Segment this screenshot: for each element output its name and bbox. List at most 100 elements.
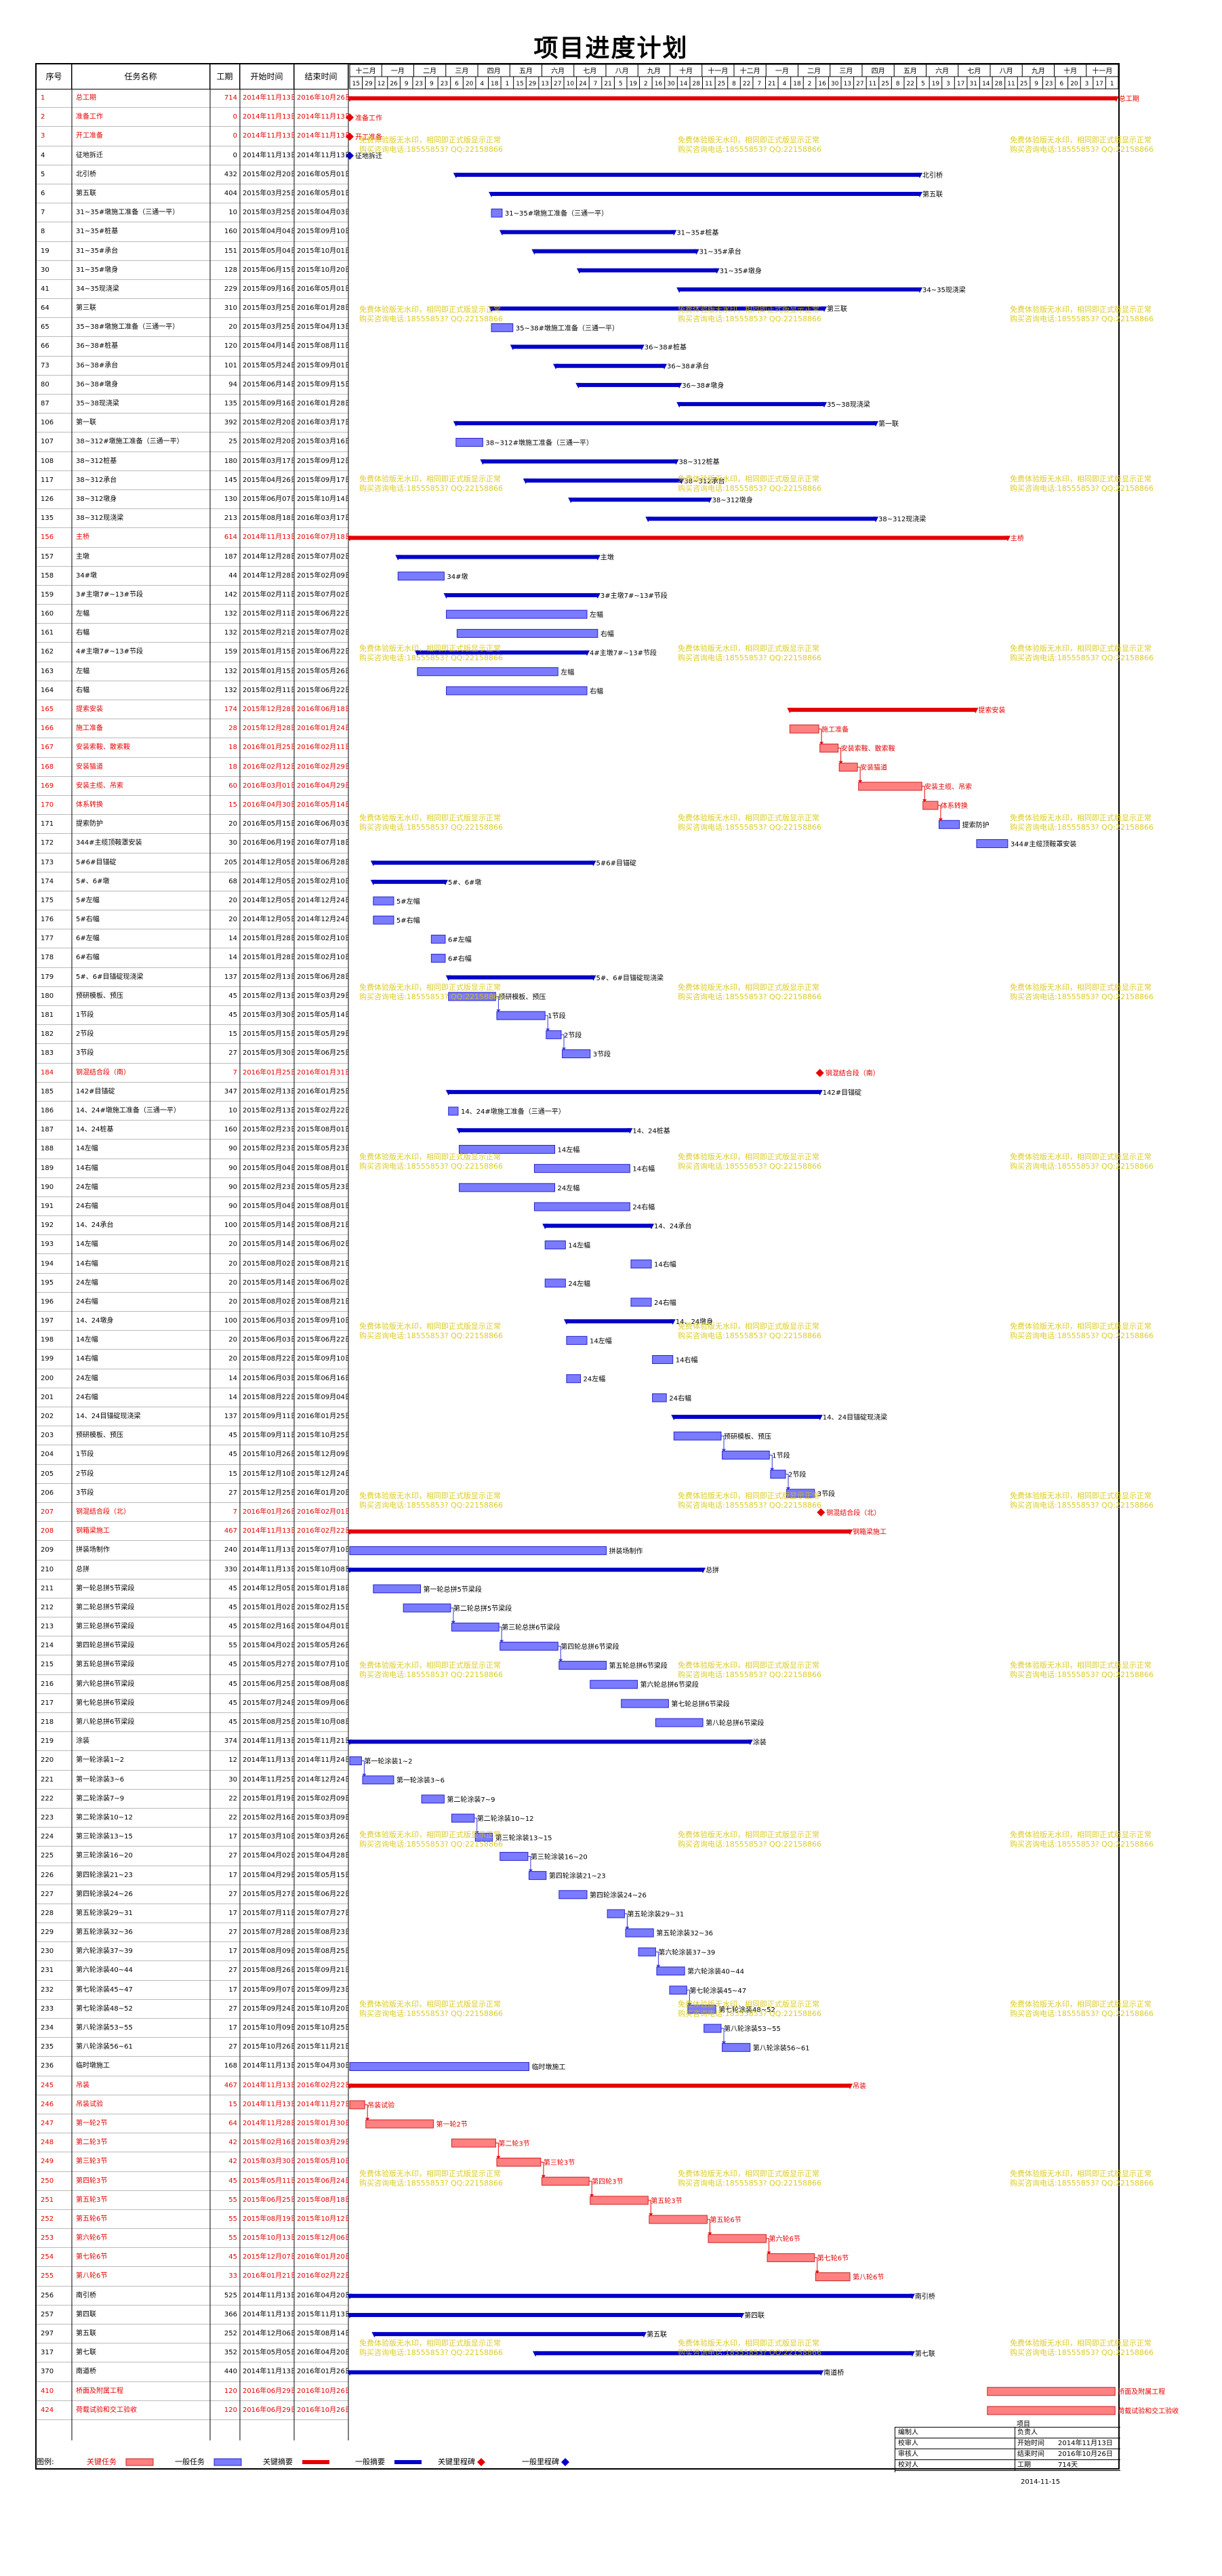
table-row[interactable]: 198 14左幅 20 2015年06月03日 2015年06月22日 [37, 1331, 348, 1350]
table-row[interactable]: 6 第五联 404 2015年03月25日 2016年05月01日 [37, 184, 348, 204]
table-row[interactable]: 223 第二轮涂装10~12 22 2015年02月16日 2015年03月09日 [37, 1809, 348, 1828]
table-row[interactable]: 224 第三轮涂装13~15 17 2015年03月10日 2015年03月26日 [37, 1828, 348, 1847]
table-row[interactable]: 217 第七轮总拼6节梁段 45 2015年07月24日 2015年09月06日 [37, 1694, 348, 1714]
table-row[interactable]: 226 第四轮涂装21~23 17 2015年04月29日 2015年05月15日 [37, 1866, 348, 1885]
table-row[interactable]: 208 钢箱梁施工 467 2014年11月13日 2016年02月22日 [37, 1522, 348, 1542]
table-row[interactable]: 211 第一轮总拼5节梁段 45 2014年12月05日 2015年01月18日 [37, 1579, 348, 1598]
table-row[interactable]: 424 荷载试验和交工验收 120 2016年06月29日 2016年10月26日 [37, 2401, 348, 2420]
table-row[interactable]: 196 24右幅 20 2015年08月02日 2015年08月21日 [37, 1293, 348, 1312]
table-row[interactable]: 179 5#、6#目锚碇现浇梁 137 2015年02月13日 2015年06月28日 [37, 968, 348, 987]
table-row[interactable]: 184 钢混结合段（南） 7 2016年01月25日 2016年01月31日 [37, 1064, 348, 1083]
table-row[interactable]: 173 5#6#目锚碇 205 2014年12月05日 2015年06月28日 [37, 853, 348, 872]
table-row[interactable]: 257 第四联 366 2014年11月13日 2015年11月13日 [37, 2306, 348, 2325]
table-row[interactable]: 1 总工期 714 2014年11月13日 2016年10月26日 [37, 89, 348, 108]
table-row[interactable]: 161 右幅 132 2015年02月21日 2015年07月02日 [37, 624, 348, 643]
table-row[interactable]: 168 安装猫道 18 2016年02月12日 2016年02月29日 [37, 758, 348, 777]
table-row[interactable]: 254 第七轮6节 45 2015年12月07日 2016年01月20日 [37, 2248, 348, 2268]
table-row[interactable]: 166 施工准备 28 2015年12月28日 2016年01月24日 [37, 719, 348, 739]
table-row[interactable]: 73 36~38#承台 101 2015年05月24日 2015年09月01日 [37, 357, 348, 376]
table-row[interactable]: 199 14右幅 20 2015年08月22日 2015年09月10日 [37, 1350, 348, 1369]
table-row[interactable]: 183 3节段 27 2015年05月30日 2015年06月25日 [37, 1044, 348, 1064]
table-row[interactable]: 135 38~312现浇梁 213 2015年08月18日 2016年03月17日 [37, 509, 348, 529]
table-row[interactable]: 4 征地拆迁 0 2014年11月13日 2014年11月13日 [37, 146, 348, 165]
table-row[interactable]: 256 南引桥 525 2014年11月13日 2016年04月20日 [37, 2287, 348, 2306]
table-row[interactable]: 188 14左幅 90 2015年02月23日 2015年05月23日 [37, 1140, 348, 1159]
table-row[interactable]: 185 142#目锚碇 347 2015年02月13日 2016年01月25日 [37, 1083, 348, 1102]
table-row[interactable]: 248 第二轮3节 42 2015年02月16日 2015年03月29日 [37, 2133, 348, 2153]
table-row[interactable]: 370 南道桥 440 2014年11月13日 2016年01月26日 [37, 2362, 348, 2382]
table-row[interactable]: 167 安装索鞍、散索鞍 18 2016年01月25日 2016年02月11日 [37, 738, 348, 758]
table-row[interactable]: 212 第二轮总拼5节梁段 45 2015年01月02日 2015年02月15日 [37, 1598, 348, 1618]
table-row[interactable]: 219 涂装 374 2014年11月13日 2015年11月21日 [37, 1732, 348, 1752]
table-row[interactable]: 202 14、24目锚碇现浇梁 137 2015年09月11日 2016年01月25日 [37, 1407, 348, 1427]
table-row[interactable]: 2 准备工作 0 2014年11月13日 2014年11月13日 [37, 108, 348, 127]
table-row[interactable]: 225 第三轮涂装16~20 27 2015年04月02日 2015年04月28日 [37, 1847, 348, 1866]
table-row[interactable]: 187 14、24桩基 160 2015年02月23日 2015年08月01日 [37, 1121, 348, 1140]
table-row[interactable]: 108 38~312桩基 180 2015年03月17日 2015年09月12日 [37, 452, 348, 471]
table-row[interactable]: 169 安装主缆、吊索 60 2016年03月01日 2016年04月29日 [37, 777, 348, 796]
table-row[interactable]: 218 第八轮总拼6节梁段 45 2015年08月25日 2015年10月08日 [37, 1713, 348, 1733]
col-header-start[interactable]: 开始时间 [240, 64, 294, 89]
table-row[interactable]: 317 第七联 352 2015年05月05日 2016年04月20日 [37, 2343, 348, 2363]
table-row[interactable]: 180 预研模板、预压 45 2015年02月13日 2015年03月29日 [37, 987, 348, 1007]
table-row[interactable]: 106 第一联 392 2015年02月20日 2016年03月17日 [37, 414, 348, 433]
table-row[interactable]: 186 14、24#墩施工准备（三通一平） 10 2015年02月13日 2015年02… [37, 1102, 348, 1121]
table-row[interactable]: 215 第五轮总拼6节梁段 45 2015年05月27日 2015年07月10日 [37, 1655, 348, 1675]
table-row[interactable]: 410 桥面及附属工程 120 2016年06月29日 2016年10月26日 [37, 2382, 348, 2401]
table-row[interactable]: 41 34~35现浇梁 229 2015年09月16日 2016年05月01日 [37, 280, 348, 300]
table-row[interactable]: 172 344#主缆顶鞍罩安装 30 2016年06月19日 2016年07月18日 [37, 834, 348, 853]
table-row[interactable]: 7 31~35#墩施工准备（三通一平） 10 2015年03月25日 2015年04月0… [37, 203, 348, 223]
table-row[interactable]: 80 36~38#墩身 94 2015年06月14日 2015年09月15日 [37, 376, 348, 395]
table-row[interactable]: 246 吊装试验 15 2014年11月13日 2014年11月27日 [37, 2095, 348, 2114]
table-row[interactable]: 5 北引桥 432 2015年02月20日 2016年05月01日 [37, 165, 348, 184]
table-row[interactable]: 210 总拼 330 2014年11月13日 2015年10月08日 [37, 1561, 348, 1579]
table-row[interactable]: 203 预研模板、预压 45 2015年09月11日 2015年10月25日 [37, 1426, 348, 1446]
table-row[interactable]: 216 第六轮总拼6节梁段 45 2015年06月25日 2015年08月08日 [37, 1675, 348, 1694]
table-row[interactable]: 213 第三轮总拼6节梁段 45 2015年02月16日 2015年04月01日 [37, 1617, 348, 1637]
table-row[interactable]: 194 14右幅 20 2015年08月02日 2015年08月21日 [37, 1255, 348, 1274]
table-row[interactable]: 253 第六轮6节 55 2015年10月13日 2015年12月06日 [37, 2229, 348, 2249]
table-row[interactable]: 195 24左幅 20 2015年05月14日 2015年06月02日 [37, 1274, 348, 1293]
table-row[interactable]: 251 第五轮3节 55 2015年06月25日 2015年08月18日 [37, 2191, 348, 2210]
table-row[interactable]: 190 24左幅 90 2015年02月23日 2015年05月23日 [37, 1178, 348, 1197]
table-row[interactable]: 230 第六轮涂装37~39 17 2015年08月09日 2015年08月25日 [37, 1942, 348, 1962]
table-row[interactable]: 207 钢混结合段（北） 7 2016年01月26日 2016年02月01日 [37, 1503, 348, 1523]
table-row[interactable]: 249 第三轮3节 42 2015年03月30日 2015年05月10日 [37, 2152, 348, 2172]
table-row[interactable]: 158 34#墩 44 2014年12月28日 2015年02月09日 [37, 567, 348, 586]
table-row[interactable]: 117 38~312承台 145 2015年04月26日 2015年09月17日 [37, 471, 348, 490]
col-header-duration[interactable]: 工期 [210, 64, 240, 89]
table-row[interactable]: 206 3节段 27 2015年12月25日 2016年01月20日 [37, 1484, 348, 1503]
table-row[interactable]: 214 第四轮总拼6节梁段 55 2015年04月02日 2015年05月26日 [37, 1636, 348, 1656]
table-row[interactable]: 193 14左幅 20 2015年05月14日 2015年06月02日 [37, 1235, 348, 1255]
table-row[interactable]: 3 开工准备 0 2014年11月13日 2014年11月13日 [37, 127, 348, 146]
table-row[interactable]: 19 31~35#承台 151 2015年05月04日 2015年10月01日 [37, 242, 348, 261]
table-row[interactable]: 252 第五轮6节 55 2015年08月19日 2015年10月12日 [37, 2210, 348, 2230]
table-row[interactable]: 231 第六轮涂装40~44 27 2015年08月26日 2015年09月21日 [37, 1961, 348, 1981]
table-row[interactable]: 201 24右幅 14 2015年08月22日 2015年09月04日 [37, 1388, 348, 1407]
table-row[interactable]: 191 24右幅 90 2015年05月04日 2015年08月01日 [37, 1197, 348, 1217]
table-row[interactable]: 171 提索防护 20 2016年05月15日 2016年06月03日 [37, 815, 348, 834]
table-row[interactable]: 205 2节段 15 2015年12月10日 2015年12月24日 [37, 1465, 348, 1484]
table-row[interactable]: 234 第八轮涂装53~55 17 2015年10月09日 2015年10月25日 [37, 2019, 348, 2038]
table-row[interactable]: 156 主桥 614 2014年11月13日 2016年07月18日 [37, 528, 348, 548]
table-row[interactable]: 197 14、24墩身 100 2015年06月03日 2015年09月10日 [37, 1312, 348, 1331]
table-row[interactable]: 66 36~38#桩基 120 2015年04月14日 2015年08月11日 [37, 337, 348, 357]
table-row[interactable]: 159 3#主墩7#~13#节段 142 2015年02月11日 2015年07月02日 [37, 586, 348, 605]
table-row[interactable]: 126 38~312墩身 130 2015年06月07日 2015年10月14日 [37, 490, 348, 510]
table-row[interactable]: 170 体系转换 15 2016年04月30日 2016年05月14日 [37, 796, 348, 816]
table-row[interactable]: 204 1节段 45 2015年10月26日 2015年12月09日 [37, 1445, 348, 1465]
table-row[interactable]: 235 第八轮涂装56~61 27 2015年10月26日 2015年11月21日 [37, 2038, 348, 2057]
table-row[interactable]: 174 5#、6#墩 68 2014年12月05日 2015年02月10日 [37, 872, 348, 891]
table-row[interactable]: 176 5#右幅 20 2014年12月05日 2014年12月24日 [37, 910, 348, 930]
table-row[interactable]: 232 第七轮涂装45~47 17 2015年09月07日 2015年09月23日 [37, 1981, 348, 2000]
table-row[interactable]: 181 1节段 45 2015年03月30日 2015年05月14日 [37, 1006, 348, 1026]
table-row[interactable]: 221 第一轮涂装3~6 30 2014年11月25日 2014年12月24日 [37, 1771, 348, 1790]
table-row[interactable]: 229 第五轮涂装32~36 27 2015年07月28日 2015年08月23日 [37, 1923, 348, 1943]
table-row[interactable]: 250 第四轮3节 45 2015年05月11日 2015年06月24日 [37, 2172, 348, 2191]
table-row[interactable]: 192 14、24承台 100 2015年05月14日 2015年08月21日 [37, 1216, 348, 1236]
table-row[interactable]: 247 第一轮2节 64 2014年11月28日 2015年01月30日 [37, 2114, 348, 2134]
table-row[interactable]: 160 左幅 132 2015年02月11日 2015年06月22日 [37, 605, 348, 624]
table-row[interactable]: 220 第一轮涂装1~2 12 2014年11月13日 2014年11月24日 [37, 1751, 348, 1771]
table-row[interactable]: 64 第三联 310 2015年03月25日 2016年01月28日 [37, 299, 348, 319]
table-row[interactable]: 30 31~35#墩身 128 2015年06月15日 2015年10月20日 [37, 261, 348, 280]
